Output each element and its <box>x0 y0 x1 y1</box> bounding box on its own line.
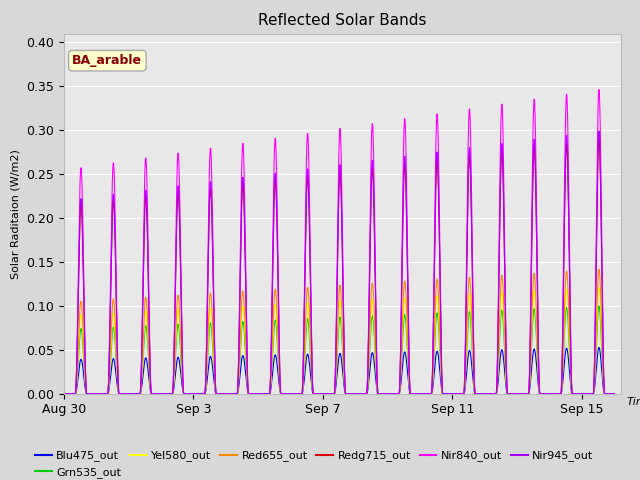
Blu475_out <box>611 391 618 396</box>
Grn535_out <box>225 391 233 396</box>
Nir840_out <box>225 391 233 396</box>
Yel580_out <box>103 391 111 396</box>
Nir945_out <box>363 391 371 396</box>
Red655_out <box>172 334 179 340</box>
Nir945_out <box>494 353 502 359</box>
Blu475_out <box>494 384 502 390</box>
Blu475_out <box>172 370 179 375</box>
Nir840_out <box>179 372 187 377</box>
Nir945_out <box>179 374 187 380</box>
Yel580_out <box>172 343 179 348</box>
Red655_out <box>103 391 111 396</box>
Nir840_out <box>172 252 179 258</box>
Y-axis label: Solar Raditaion (W/m2): Solar Raditaion (W/m2) <box>11 149 20 278</box>
Nir840_out <box>60 391 68 396</box>
Grn535_out <box>363 391 371 396</box>
Redg715_out <box>611 391 618 396</box>
Red655_out <box>60 391 68 396</box>
Red655_out <box>494 373 502 379</box>
Nir945_out <box>103 391 111 396</box>
Grn535_out <box>611 391 618 396</box>
Redg715_out <box>103 391 111 396</box>
Blu475_out <box>225 391 233 396</box>
Line: Red655_out: Red655_out <box>64 269 614 394</box>
Line: Nir840_out: Nir840_out <box>64 89 614 394</box>
Title: Reflected Solar Bands: Reflected Solar Bands <box>258 13 427 28</box>
Grn535_out <box>494 378 502 384</box>
Yel580_out <box>494 375 502 381</box>
Nir945_out <box>60 391 68 396</box>
Yel580_out <box>225 391 233 396</box>
Nir945_out <box>611 391 618 396</box>
Blu475_out <box>103 391 111 396</box>
Redg715_out <box>363 391 371 396</box>
Blu475_out <box>595 345 603 350</box>
Nir945_out <box>225 391 233 396</box>
Blu475_out <box>60 391 68 396</box>
Red655_out <box>363 391 371 396</box>
Line: Grn535_out: Grn535_out <box>64 306 614 394</box>
Nir840_out <box>611 391 618 396</box>
Redg715_out <box>595 137 603 143</box>
Red655_out <box>179 383 187 389</box>
Yel580_out <box>60 391 68 396</box>
Text: BA_arable: BA_arable <box>72 54 142 67</box>
Text: Time: Time <box>627 397 640 407</box>
Line: Nir945_out: Nir945_out <box>64 131 614 394</box>
Redg715_out <box>225 391 233 396</box>
Nir840_out <box>494 347 502 353</box>
Grn535_out <box>179 385 187 391</box>
Nir840_out <box>595 86 603 92</box>
Yel580_out <box>611 391 618 396</box>
Red655_out <box>595 266 603 272</box>
Redg715_out <box>179 375 187 381</box>
Line: Redg715_out: Redg715_out <box>64 140 614 394</box>
Grn535_out <box>103 391 111 396</box>
Yel580_out <box>179 384 187 390</box>
Grn535_out <box>60 391 68 396</box>
Yel580_out <box>363 391 371 396</box>
Yel580_out <box>595 285 603 290</box>
Redg715_out <box>60 391 68 396</box>
Red655_out <box>611 391 618 396</box>
Blu475_out <box>363 391 371 396</box>
Red655_out <box>225 391 233 396</box>
Grn535_out <box>172 351 179 357</box>
Line: Blu475_out: Blu475_out <box>64 348 614 394</box>
Grn535_out <box>595 303 603 309</box>
Redg715_out <box>494 354 502 360</box>
Blu475_out <box>179 388 187 394</box>
Legend: Blu475_out, Grn535_out, Yel580_out, Red655_out, Redg715_out, Nir840_out, Nir945_: Blu475_out, Grn535_out, Yel580_out, Red6… <box>31 446 598 480</box>
Redg715_out <box>172 276 179 281</box>
Line: Yel580_out: Yel580_out <box>64 288 614 394</box>
Nir840_out <box>103 391 111 396</box>
Nir945_out <box>172 271 179 277</box>
Nir945_out <box>595 128 603 134</box>
Nir840_out <box>363 391 371 396</box>
